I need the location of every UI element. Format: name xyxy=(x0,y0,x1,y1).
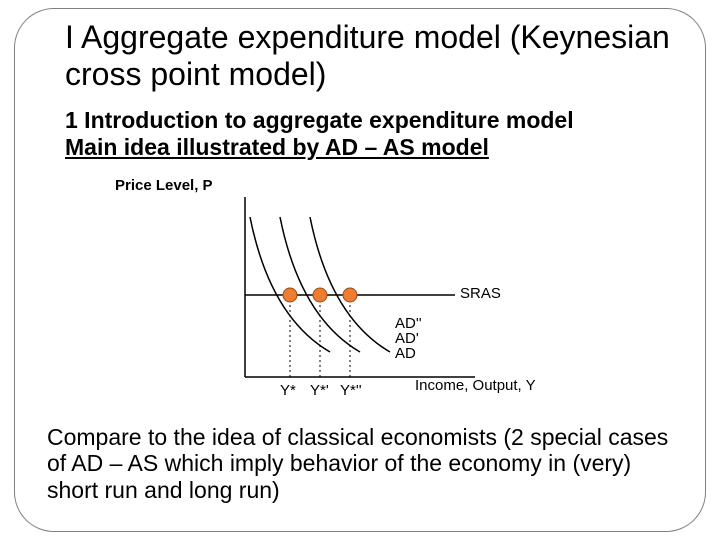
sras-label: SRAS xyxy=(460,285,501,302)
x-tick-label: Y* xyxy=(280,382,296,399)
ad-curve-label: AD xyxy=(395,345,416,362)
x-axis-label: Income, Output, Y xyxy=(415,377,536,394)
ad-curve-label: AD' xyxy=(395,330,419,347)
ad-as-diagram: Price Level, P Income, Output, Y SRAS AD… xyxy=(115,177,545,407)
x-tick-label: Y*'' xyxy=(340,382,362,399)
x-tick-label: Y*' xyxy=(310,382,329,399)
subsection-heading: Main idea illustrated by AD – AS model xyxy=(65,134,675,161)
ad-curve-label: AD'' xyxy=(395,315,422,332)
slide-title: I Aggregate expenditure model (Keynesian… xyxy=(65,19,675,93)
slide-card: I Aggregate expenditure model (Keynesian… xyxy=(14,8,706,532)
y-axis-label: Price Level, P xyxy=(115,177,213,194)
section-heading: 1 Introduction to aggregate expenditure … xyxy=(65,107,675,134)
body-text: Compare to the idea of classical economi… xyxy=(47,424,675,503)
slide: I Aggregate expenditure model (Keynesian… xyxy=(0,0,720,540)
